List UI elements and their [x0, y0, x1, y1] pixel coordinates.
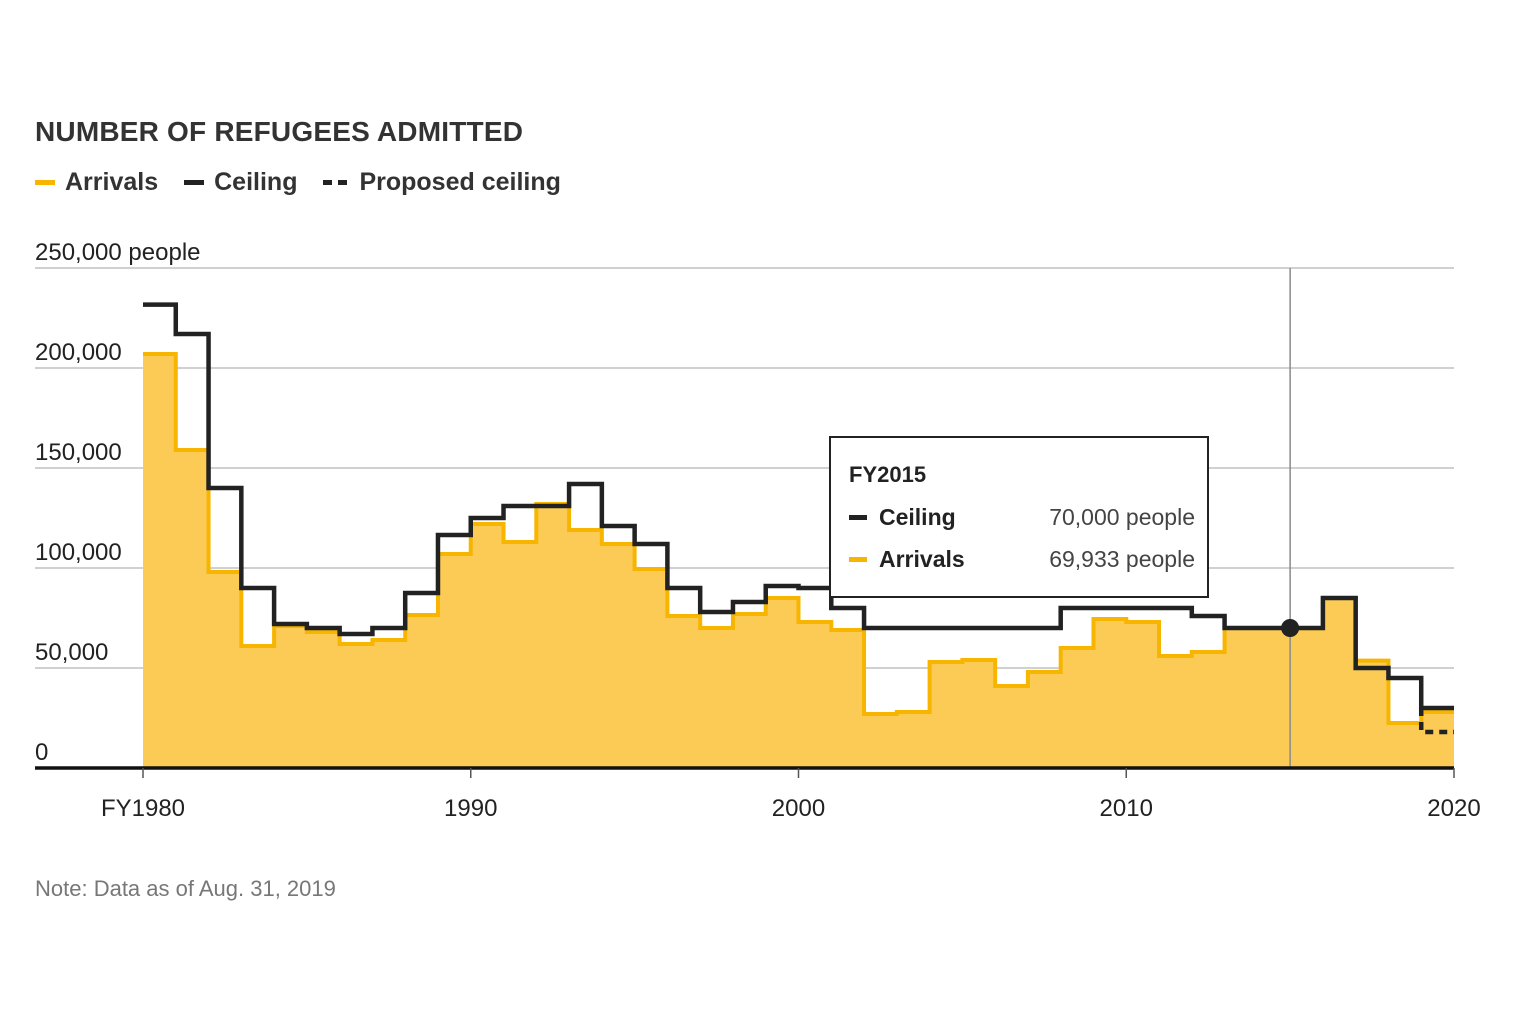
legend-item-proposed-ceiling[interactable]: Proposed ceiling — [323, 168, 561, 197]
tooltip-ceiling-label: Ceiling — [879, 504, 956, 530]
y-tick-label: 50,000 — [35, 639, 108, 666]
x-tick-label: 1990 — [444, 795, 497, 822]
tooltip-ceiling-swatch — [849, 515, 867, 520]
arrivals-area — [143, 354, 1454, 768]
tooltip-title: FY2015 — [849, 462, 927, 487]
x-tick-label: 2010 — [1100, 795, 1153, 822]
tooltip: FY2015 Ceiling 70,000 people Arrivals 69… — [829, 436, 1209, 598]
legend-item-arrivals[interactable]: Arrivals — [35, 168, 158, 197]
footnote: Note: Data as of Aug. 31, 2019 — [35, 876, 336, 901]
x-tick-label: 2020 — [1427, 795, 1480, 822]
legend-label-ceiling: Ceiling — [214, 168, 298, 196]
tooltip-arrivals-swatch — [849, 557, 867, 562]
proposed-ceiling-swatch — [323, 180, 348, 185]
y-tick-label: 100,000 — [35, 539, 122, 566]
tooltip-arrivals-value: 69,933 people — [1049, 546, 1195, 572]
ceiling-swatch — [184, 180, 205, 185]
tooltip-row-ceiling: Ceiling 70,000 people — [849, 504, 1195, 531]
ceiling-line — [143, 302, 1454, 711]
x-tick-label: 2000 — [772, 795, 825, 822]
highlight-dot — [1281, 619, 1300, 637]
x-tick-label: FY1980 — [101, 795, 185, 822]
y-tick-label: 200,000 — [35, 339, 122, 366]
legend-item-ceiling[interactable]: Ceiling — [184, 168, 297, 197]
y-tick-label: 0 — [35, 739, 48, 766]
arrivals-swatch — [35, 180, 55, 185]
legend-label-proposed-ceiling: Proposed ceiling — [359, 168, 561, 196]
y-tick-label: 150,000 — [35, 439, 122, 466]
tooltip-arrivals-label: Arrivals — [879, 546, 965, 572]
proposed-ceiling-line — [1418, 708, 1454, 735]
chart-title: NUMBER OF REFUGEES ADMITTED — [35, 116, 524, 147]
legend-label-arrivals: Arrivals — [65, 168, 159, 196]
arrivals-line — [143, 352, 1454, 725]
tooltip-ceiling-value: 70,000 people — [1049, 504, 1195, 530]
legend: Arrivals Ceiling Proposed ceiling — [35, 168, 587, 197]
y-tick-label: 250,000 people — [35, 239, 201, 266]
tooltip-row-arrivals: Arrivals 69,933 people — [849, 546, 1195, 573]
